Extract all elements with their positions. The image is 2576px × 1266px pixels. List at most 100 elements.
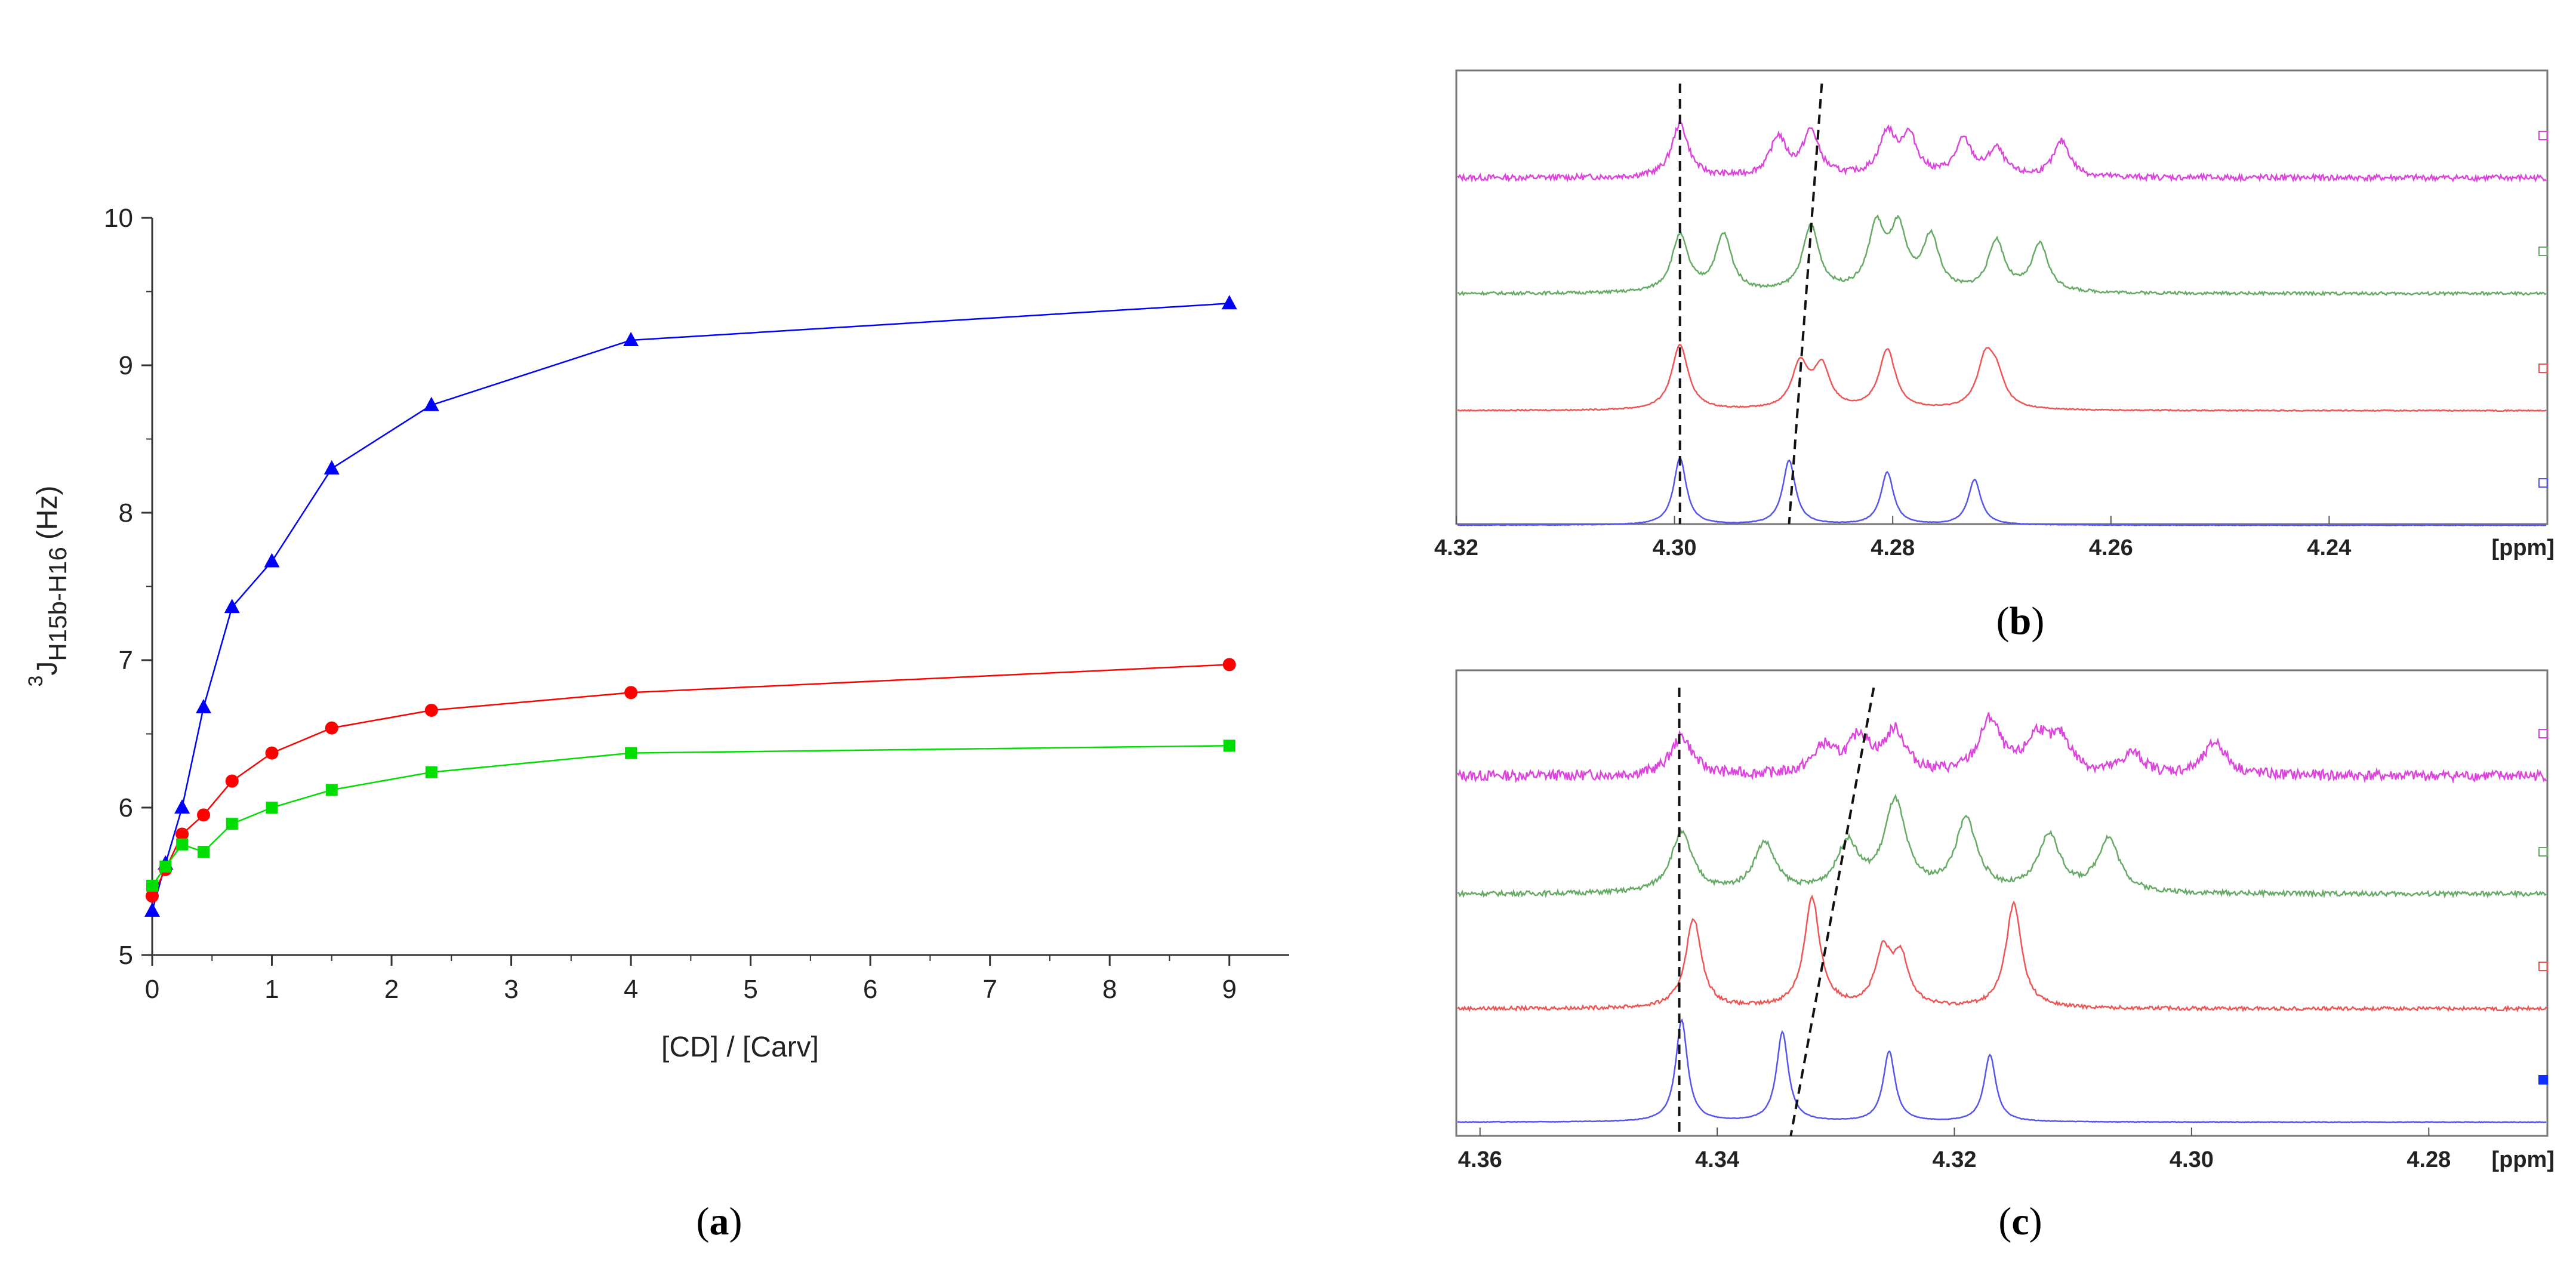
- x-tick-label: 3: [504, 975, 518, 1004]
- x-tick-label: 9: [1222, 975, 1236, 1004]
- spectrum-ee5555: [1457, 343, 2548, 412]
- y-tick-label: 10: [104, 204, 133, 233]
- x-tick-label: 5: [743, 975, 757, 1004]
- trace-marker: [2538, 1075, 2548, 1085]
- data-point-circle: [1222, 658, 1236, 671]
- trace-marker: [2538, 847, 2548, 857]
- data-point-square: [198, 846, 210, 858]
- ppm-unit-label: [ppm]: [2491, 535, 2555, 560]
- spectrum-trace: [1457, 214, 2547, 297]
- spectra: [1456, 687, 2548, 1136]
- x-tick-label: 2: [384, 975, 399, 1004]
- series-triangle: [144, 295, 1237, 917]
- spectrum-trace: [1457, 343, 2547, 412]
- data-point-circle: [325, 721, 338, 735]
- spectrum-66aa66: [1457, 214, 2548, 297]
- y-axis-title-superscript: 3: [24, 676, 47, 687]
- panel-c-frame: [1455, 669, 2549, 1137]
- spectrum-dd44dd: [1456, 712, 2548, 784]
- x-tick-label: 0: [145, 975, 159, 1004]
- dashed-guide-line: [1789, 687, 1875, 1136]
- spectrum-trace: [1457, 793, 2547, 899]
- series-circle: [146, 658, 1236, 903]
- ppm-tick-label: 4.36: [1458, 1147, 1502, 1172]
- data-point-square: [625, 747, 637, 759]
- y-tick-label: 8: [119, 498, 133, 528]
- data-point-square: [159, 860, 172, 873]
- data-point-circle: [146, 889, 159, 903]
- data-point-square: [425, 766, 437, 778]
- ppm-axis: 4.36 4.34 4.32 4.30 4.28 [ppm]: [1458, 1128, 2555, 1172]
- ppm-tick-label: 4.26: [2089, 535, 2133, 560]
- y-axis-title: 3JH15b-H16 (Hz): [24, 485, 72, 686]
- panel-c-nmr-spectra: 4.36 4.34 4.32 4.30 4.28 [ppm] (c): [1455, 669, 2555, 1243]
- data-point-square: [1223, 740, 1235, 752]
- data-point-square: [226, 818, 238, 830]
- series-line: [151, 303, 1230, 911]
- ppm-tick-label: 4.34: [1695, 1147, 1739, 1172]
- spectrum-trace: [1456, 712, 2547, 784]
- data-point-square: [146, 879, 158, 892]
- spectrum-5555ee: [1457, 457, 2548, 526]
- ppm-tick-label: 4.30: [1653, 535, 1697, 560]
- data-point-triangle: [323, 460, 340, 475]
- spectrum-trace: [1457, 457, 2546, 526]
- data-point-circle: [265, 746, 279, 760]
- data-point-circle: [225, 774, 239, 788]
- data-point-square: [176, 838, 189, 851]
- spectrum-trace: [1457, 118, 2547, 183]
- x-tick-label: 8: [1102, 975, 1117, 1004]
- data-point-square: [266, 802, 278, 814]
- spectrum-trace: [1457, 1018, 2546, 1123]
- panel-label-a: (a): [697, 1200, 742, 1243]
- spectrum-trace: [1457, 894, 2547, 1013]
- y-tick-label: 6: [119, 793, 133, 823]
- y-tick-label: 5: [119, 941, 133, 970]
- data-point-triangle: [196, 699, 212, 714]
- data-point-square: [325, 784, 338, 796]
- data-point-triangle: [224, 599, 240, 614]
- trace-marker: [2538, 364, 2548, 373]
- panel-b-frame: [1455, 69, 2549, 525]
- data-point-triangle: [623, 332, 639, 347]
- y-axis-title-unit: (Hz): [32, 485, 63, 540]
- y-tick-label: 9: [119, 351, 133, 380]
- trace-marker: [2538, 729, 2548, 738]
- trace-marker: [2538, 247, 2548, 256]
- x-axis-title: [CD] / [Carv]: [661, 1031, 819, 1063]
- data-point-circle: [197, 808, 211, 822]
- data-point-circle: [424, 703, 438, 717]
- y-tick-label: 7: [119, 646, 133, 675]
- ppm-tick-label: 4.32: [1933, 1147, 1977, 1172]
- ppm-axis: 4.32 4.30 4.28 4.26 4.24 [ppm]: [1434, 516, 2555, 560]
- dashed-guide-line: [1788, 83, 1823, 525]
- ppm-tick-label: 4.32: [1434, 535, 1478, 560]
- data-point-triangle: [423, 396, 439, 411]
- spectrum-ee5555: [1457, 894, 2548, 1013]
- panel-label-c: (c): [1998, 1200, 2042, 1243]
- y-axis-title-base: J: [32, 661, 63, 676]
- ppm-tick-label: 4.30: [2170, 1147, 2214, 1172]
- spectrum-dd44dd: [1457, 118, 2548, 183]
- trace-marker: [2538, 131, 2548, 140]
- ppm-tick-label: 4.24: [2307, 535, 2351, 560]
- x-tick-label: 6: [863, 975, 877, 1004]
- x-tick-label: 1: [264, 975, 279, 1004]
- spectrum-66aa66: [1457, 793, 2548, 899]
- spectra: [1457, 83, 2548, 526]
- panel-label-b: (b): [1996, 599, 2045, 643]
- spectrum-5555ee: [1457, 1018, 2548, 1123]
- series-line: [151, 664, 1230, 897]
- y-axis-title-subscript: H15b-H16: [44, 547, 72, 661]
- trace-marker: [2538, 962, 2548, 971]
- data-point-triangle: [174, 799, 190, 814]
- x-tick-label: 7: [982, 975, 997, 1004]
- data-point-triangle: [144, 902, 160, 917]
- trace-marker: [2538, 478, 2548, 488]
- data-point-triangle: [1221, 295, 1237, 310]
- panel-b-nmr-spectra: 4.32 4.30 4.28 4.26 4.24 [ppm] (b): [1434, 69, 2555, 643]
- data-point-triangle: [264, 553, 280, 568]
- series-line: [151, 745, 1230, 886]
